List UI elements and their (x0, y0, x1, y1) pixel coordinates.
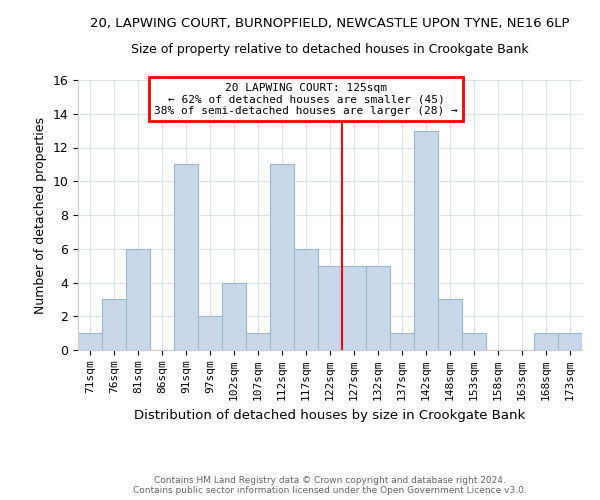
Text: 20 LAPWING COURT: 125sqm
← 62% of detached houses are smaller (45)
38% of semi-d: 20 LAPWING COURT: 125sqm ← 62% of detach… (154, 82, 458, 116)
Bar (438, 300, 462, 350)
Bar (366, 266, 390, 350)
Bar (126, 249, 150, 350)
Text: 20, LAPWING COURT, BURNOPFIELD, NEWCASTLE UPON TYNE, NE16 6LP: 20, LAPWING COURT, BURNOPFIELD, NEWCASTL… (90, 18, 570, 30)
Bar (222, 282, 246, 350)
Bar (102, 300, 126, 350)
Bar (174, 164, 198, 350)
Bar (462, 333, 486, 350)
Bar (78, 333, 102, 350)
Bar (558, 333, 582, 350)
X-axis label: Distribution of detached houses by size in Crookgate Bank: Distribution of detached houses by size … (134, 408, 526, 422)
Bar (390, 333, 414, 350)
Bar (534, 333, 558, 350)
Bar (270, 164, 294, 350)
Bar (342, 266, 366, 350)
Y-axis label: Number of detached properties: Number of detached properties (34, 116, 47, 314)
Text: Contains HM Land Registry data © Crown copyright and database right 2024.
Contai: Contains HM Land Registry data © Crown c… (133, 476, 527, 495)
Bar (246, 333, 270, 350)
Bar (318, 266, 342, 350)
Bar (198, 316, 222, 350)
Bar (414, 130, 438, 350)
Text: Size of property relative to detached houses in Crookgate Bank: Size of property relative to detached ho… (131, 42, 529, 56)
Bar (294, 249, 318, 350)
